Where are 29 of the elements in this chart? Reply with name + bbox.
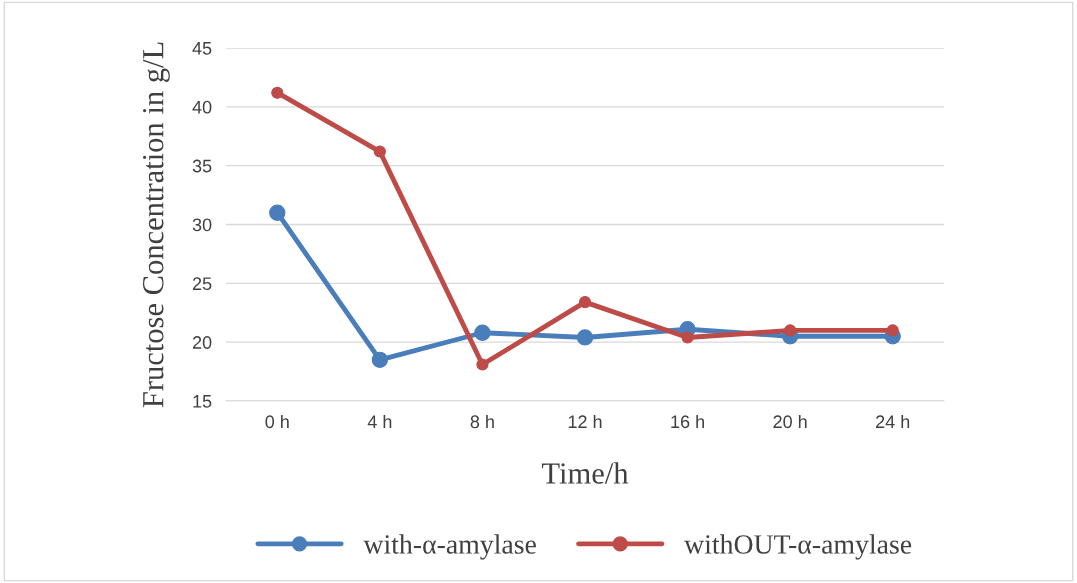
x-tick-label: 8 h xyxy=(470,414,494,429)
x-tick-label: 4 h xyxy=(367,414,392,428)
point xyxy=(371,351,389,368)
x-tick-label: 20 h xyxy=(773,414,807,429)
y-tick-label: 25 xyxy=(192,277,212,291)
y-tick-label: 40 xyxy=(192,100,212,114)
y-tick-label: 15 xyxy=(193,395,212,408)
point xyxy=(373,145,386,158)
y-axis-title: Fructose Concentration in g/L xyxy=(142,42,170,408)
point xyxy=(474,324,491,341)
y-tick-label: 35 xyxy=(192,159,212,173)
x-axis-title: Time/h xyxy=(541,462,629,484)
x-tick-label: 0 h xyxy=(265,414,289,429)
legend-label: with-α-amylase xyxy=(363,534,536,560)
y-tick-label: 20 xyxy=(192,336,212,349)
point xyxy=(271,86,284,99)
point xyxy=(476,358,489,371)
legend-label: withOUT-α-amylase xyxy=(684,534,912,560)
point xyxy=(886,324,899,337)
y-tick-label: 30 xyxy=(192,218,212,232)
point xyxy=(681,331,694,344)
x-tick-label: 24 h xyxy=(876,414,910,428)
x-tick-label: 12 h xyxy=(568,414,602,428)
point xyxy=(269,204,286,221)
point xyxy=(784,324,797,337)
y-tick-label: 45 xyxy=(192,42,212,55)
x-tick-label: 16 h xyxy=(671,414,704,429)
point xyxy=(578,296,592,309)
point xyxy=(576,329,594,346)
